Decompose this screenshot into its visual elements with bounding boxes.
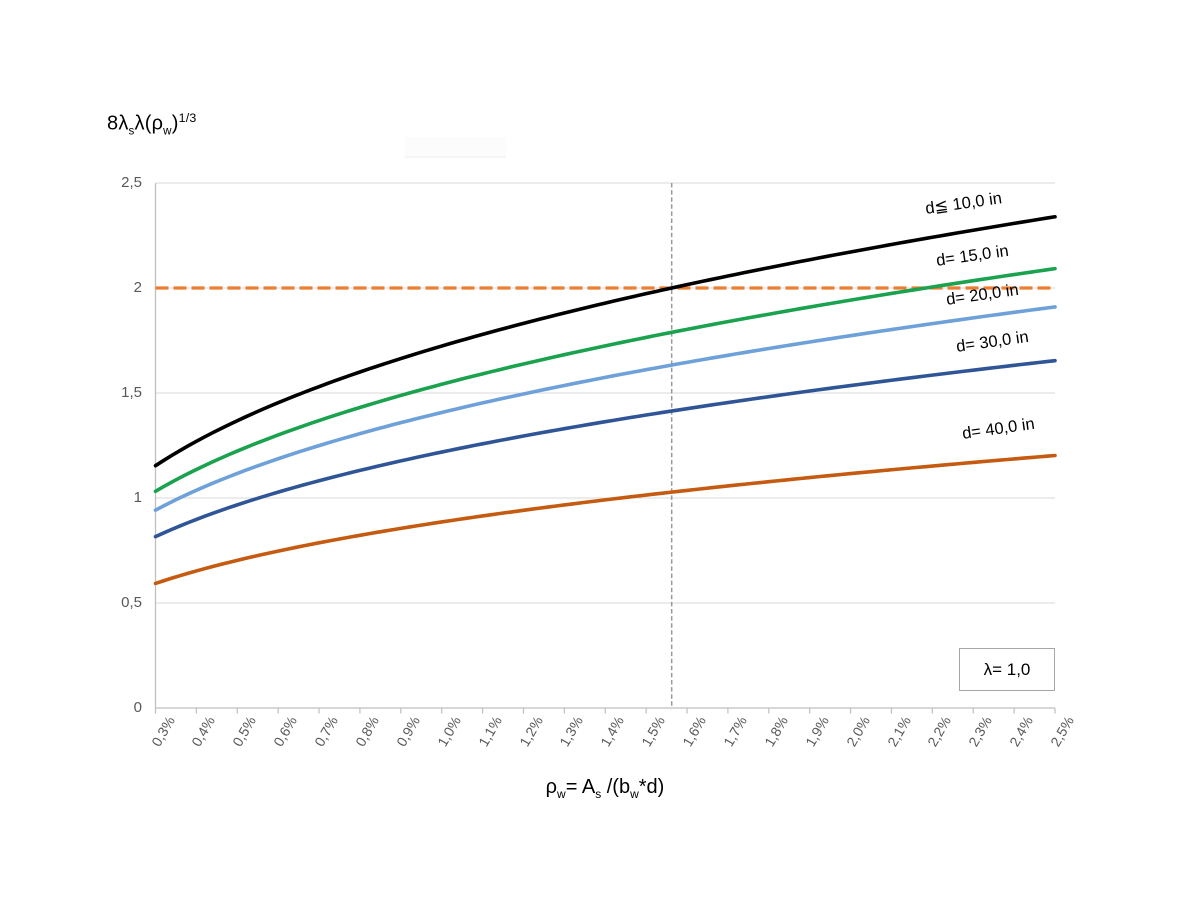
y-tick-label: 0,5 [121,594,142,611]
y-title-text: 8λ [107,112,129,135]
x-title-sub-w: w [557,787,566,801]
y-title-sub-s: s [128,124,135,138]
y-title-text: ) [171,112,179,135]
x-title-text: ρ [545,776,558,798]
y-axis-title: 8λsλ(ρw)1/3 [107,111,196,138]
y-title-sub-w: w [163,124,172,138]
y-title-text: λ(ρ [134,112,164,135]
y-title-exponent: 1/3 [178,111,197,125]
series-curve-3 [153,358,1057,539]
lambda-annotation-box: λ= 1,0 [959,648,1055,691]
x-title-sub-w2: w [630,787,639,801]
series-curve-2 [153,305,1057,512]
y-tick-label: 1 [133,489,142,506]
x-title-text: *d) [638,776,665,798]
x-title-text: = A [565,776,596,798]
series-curve-4 [153,453,1057,586]
x-title-text: /(b [601,776,631,798]
x-title-sub-s: s [595,787,602,801]
y-tick-label: 2,5 [121,174,142,191]
faint-watermark [405,137,506,158]
x-axis-title: ρw= As /(bw*d) [455,776,755,801]
y-tick-label: 0 [133,699,142,716]
series-curve-0 [153,214,1057,468]
series-curve-1 [153,266,1057,494]
y-tick-label: 2 [133,279,142,296]
y-tick-label: 1,5 [121,384,142,401]
lambda-annotation-text: λ= 1,0 [983,659,1031,679]
